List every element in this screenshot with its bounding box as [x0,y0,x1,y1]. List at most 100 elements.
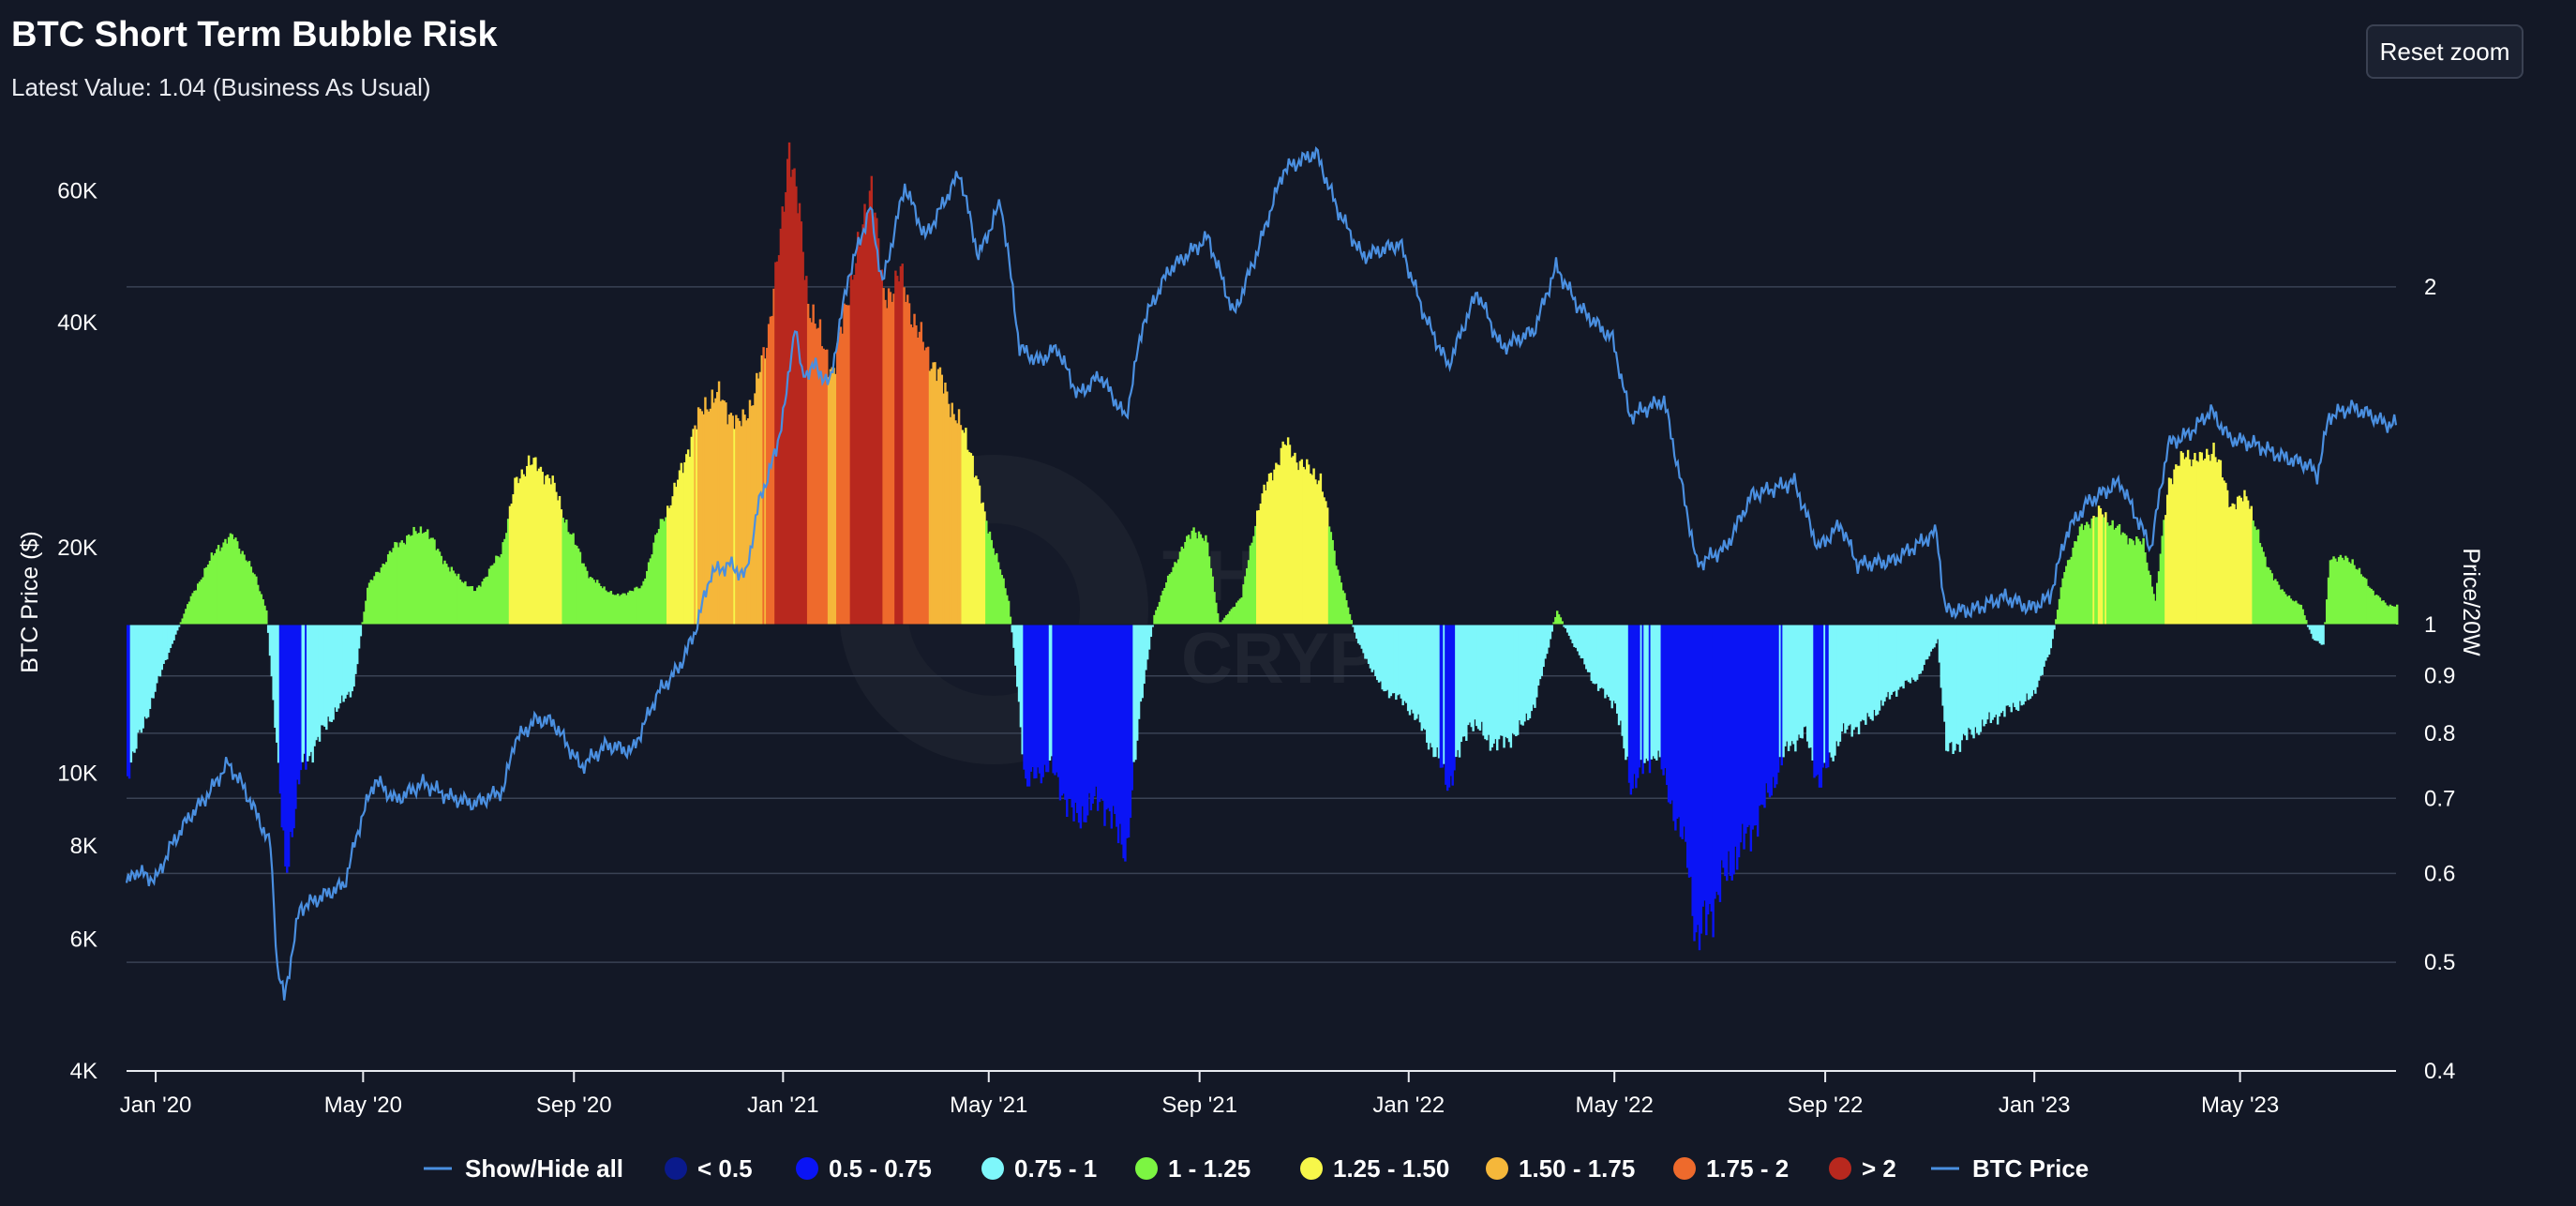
ratio-bar[interactable] [1221,620,1224,625]
ratio-bar[interactable] [1011,624,1013,633]
ratio-bar[interactable] [1610,624,1613,709]
ratio-bar[interactable] [1176,563,1178,625]
ratio-bar[interactable] [1681,624,1684,839]
ratio-bar[interactable] [1636,624,1640,778]
ratio-bar[interactable] [1998,624,2001,716]
ratio-bar[interactable] [2107,525,2111,625]
ratio-bar[interactable] [733,429,736,625]
ratio-bar[interactable] [427,529,429,625]
ratio-bar[interactable] [2269,569,2272,625]
ratio-bar[interactable] [1730,624,1733,881]
ratio-bar[interactable] [1192,527,1195,625]
ratio-bar[interactable] [1317,480,1321,625]
ratio-bar[interactable] [601,588,604,625]
ratio-bar[interactable] [592,580,595,625]
ratio-bar[interactable] [2281,589,2284,625]
ratio-bar[interactable] [988,531,992,625]
ratio-bar[interactable] [1254,525,1257,625]
ratio-bar[interactable] [1165,582,1168,625]
ratio-bar[interactable] [1023,624,1026,770]
ratio-bar[interactable] [1296,470,1300,625]
ratio-bar[interactable] [1071,624,1073,807]
ratio-bar[interactable] [2260,547,2263,625]
ratio-bar[interactable] [1689,624,1693,877]
ratio-bar[interactable] [464,580,467,625]
ratio-bar[interactable] [1556,611,1559,625]
ratio-bar[interactable] [1544,624,1547,659]
ratio-bar[interactable] [1449,624,1453,776]
ratio-bar[interactable] [1364,624,1367,659]
ratio-bar[interactable] [431,537,434,625]
ratio-bar[interactable] [1067,624,1071,799]
ratio-bar[interactable] [1168,574,1172,625]
ratio-bar[interactable] [2084,525,2087,625]
ratio-bar[interactable] [2358,567,2361,625]
ratio-bar[interactable] [640,585,643,625]
ratio-bar[interactable] [855,263,858,625]
ratio-bar[interactable] [479,586,483,625]
ratio-bar[interactable] [578,551,582,625]
ratio-bar[interactable] [1741,624,1744,824]
ratio-bar[interactable] [357,624,361,649]
ratio-bar[interactable] [2020,624,2023,706]
ratio-bar[interactable] [1528,624,1532,719]
ratio-bar[interactable] [1087,624,1091,793]
ratio-bar[interactable] [587,578,591,625]
ratio-bar[interactable] [176,624,179,631]
ratio-bar[interactable] [336,624,338,712]
ratio-bar[interactable] [282,624,285,831]
ratio-bar[interactable] [1098,624,1101,803]
ratio-bar[interactable] [1857,624,1861,735]
ratio-bar[interactable] [406,535,409,625]
ratio-bar[interactable] [1176,559,1180,625]
ratio-bar[interactable] [849,272,853,625]
ratio-bar[interactable] [2291,600,2294,625]
ratio-bar[interactable] [138,624,142,731]
ratio-bar[interactable] [1561,621,1564,625]
ratio-bar[interactable] [1863,624,1865,721]
ratio-bar[interactable] [1405,624,1408,703]
ratio-bar[interactable] [1672,624,1675,822]
ratio-bar[interactable] [1849,624,1852,725]
ratio-bar[interactable] [330,624,334,722]
ratio-bar[interactable] [934,362,936,625]
ratio-bar[interactable] [2216,461,2219,625]
ratio-bar[interactable] [851,279,854,625]
ratio-bar[interactable] [891,301,893,625]
ratio-bar[interactable] [363,611,366,625]
ratio-bar[interactable] [1228,611,1232,625]
ratio-bar[interactable] [1807,624,1811,748]
ratio-bar[interactable] [2176,465,2179,625]
ratio-bar[interactable] [952,414,955,625]
ratio-bar[interactable] [433,539,436,625]
ratio-bar[interactable] [1374,624,1377,676]
ratio-bar[interactable] [814,324,816,625]
ratio-bar[interactable] [1118,624,1122,824]
ratio-bar[interactable] [311,624,314,763]
ratio-bar[interactable] [2188,459,2192,625]
ratio-bar[interactable] [1604,624,1607,699]
ratio-bar[interactable] [1758,624,1761,807]
ratio-bar[interactable] [1813,624,1816,778]
ratio-bar[interactable] [1643,624,1646,763]
ratio-bar[interactable] [547,477,551,625]
ratio-bar[interactable] [2051,624,2054,640]
ratio-bar[interactable] [1294,452,1296,625]
ratio-bar[interactable] [1447,624,1451,788]
ratio-bar[interactable] [878,271,882,625]
ratio-bar[interactable] [214,552,217,625]
ratio-bar[interactable] [1706,624,1710,915]
ratio-bar[interactable] [754,393,756,625]
ratio-bar[interactable] [560,509,563,625]
ratio-bar[interactable] [1967,624,1970,729]
ratio-bar[interactable] [1683,624,1685,827]
ratio-bar[interactable] [887,288,891,625]
ratio-bar[interactable] [198,581,202,625]
ratio-bar[interactable] [1292,456,1295,625]
ratio-bar[interactable] [241,550,244,625]
ratio-bar[interactable] [2150,586,2153,625]
ratio-bar[interactable] [2343,560,2345,625]
ratio-bar[interactable] [1316,484,1319,625]
ratio-bar[interactable] [2351,559,2354,625]
ratio-bar[interactable] [1247,560,1251,625]
